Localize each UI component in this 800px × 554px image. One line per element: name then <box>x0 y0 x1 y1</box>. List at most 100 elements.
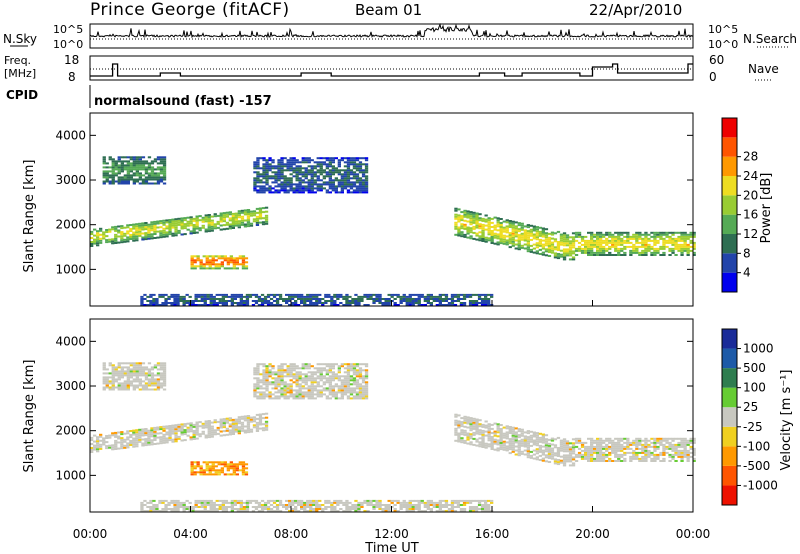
velocity-cell <box>647 439 651 442</box>
power-cell <box>357 295 361 298</box>
power-cell <box>454 215 458 218</box>
power-cell <box>523 235 527 238</box>
velocity-cell <box>689 455 693 458</box>
power-cell <box>650 247 654 250</box>
velocity-cell <box>271 381 275 384</box>
power-cell <box>164 302 168 304</box>
power-cell <box>315 293 319 296</box>
power-cell <box>156 156 161 159</box>
velocity-cell <box>399 504 403 506</box>
velocity-cell <box>182 506 186 508</box>
power-cell <box>677 235 681 238</box>
power-cell <box>638 245 642 248</box>
power-cell <box>553 238 558 241</box>
power-cell <box>481 238 485 240</box>
velocity-cell <box>237 428 241 431</box>
velocity-cell <box>514 441 518 444</box>
velocity-cell <box>352 397 357 400</box>
power-cell <box>641 249 645 252</box>
velocity-cell <box>237 418 241 421</box>
velocity-cell <box>562 440 567 443</box>
power-cell <box>665 241 669 244</box>
velocity-cell <box>411 499 415 502</box>
velocity-cell <box>441 499 445 502</box>
velocity-cell <box>360 506 364 508</box>
velocity-cell <box>203 504 207 506</box>
power-cell <box>511 224 515 227</box>
velocity-cell <box>635 455 639 458</box>
velocity-cell <box>674 453 678 456</box>
power-cell <box>327 293 331 296</box>
velocity-cell <box>132 445 136 448</box>
power-cell <box>198 215 202 218</box>
power-cell <box>174 226 178 229</box>
velocity-cell <box>253 385 257 388</box>
power-cell <box>306 304 310 306</box>
velocity-cell <box>150 378 155 381</box>
velocity-cell <box>254 506 259 508</box>
power-cell <box>168 223 172 225</box>
velocity-cell <box>617 455 621 458</box>
velocity-cell <box>251 499 256 502</box>
power-cell <box>632 243 636 246</box>
power-cell <box>481 234 485 236</box>
velocity-cell <box>277 397 281 400</box>
power-cell <box>312 302 316 304</box>
velocity-cell <box>258 419 263 422</box>
velocity-cell <box>617 460 621 462</box>
velocity-cell <box>123 388 127 391</box>
power-cell <box>321 302 325 304</box>
power-cell <box>228 225 232 228</box>
power-cell <box>334 171 338 174</box>
power-cell <box>469 227 473 230</box>
velocity-cell <box>162 380 167 383</box>
velocity-cell <box>252 416 257 419</box>
power-cell <box>526 244 530 247</box>
velocity-cell <box>132 374 136 377</box>
velocity-cell <box>146 501 150 504</box>
power-cell <box>277 183 281 186</box>
power-cell <box>111 174 115 177</box>
velocity-cell <box>334 391 338 394</box>
power-cell <box>366 304 370 306</box>
power-cell <box>252 214 257 217</box>
power-cell <box>242 295 247 298</box>
velocity-cell <box>689 447 693 450</box>
power-cell <box>345 304 349 306</box>
velocity-cell <box>186 428 190 431</box>
power-cell <box>490 295 494 298</box>
power-cell <box>300 298 304 300</box>
velocity-cell <box>135 435 139 438</box>
power-cell <box>111 178 115 181</box>
velocity-cell <box>256 381 260 384</box>
velocity-cell <box>171 428 175 431</box>
velocity-cell <box>117 374 121 377</box>
velocity-cell <box>129 440 133 442</box>
power-cell <box>135 170 139 173</box>
power-cell <box>272 295 277 298</box>
velocity-cell <box>620 439 624 442</box>
velocity-cell <box>150 435 154 438</box>
power-cell <box>571 238 576 241</box>
power-cell <box>286 185 290 188</box>
power-cell <box>508 240 512 243</box>
velocity-cell <box>346 369 351 372</box>
velocity-cell <box>677 449 681 452</box>
velocity-cell <box>562 460 567 463</box>
velocity-cell <box>399 508 403 510</box>
velocity-cell <box>162 370 167 373</box>
velocity-cell <box>141 362 146 365</box>
power-cell <box>435 295 439 298</box>
power-cell <box>355 175 360 178</box>
velocity-cell <box>126 374 130 377</box>
velocity-cell <box>313 377 317 380</box>
velocity-cell <box>265 371 269 374</box>
velocity-cell <box>623 460 627 462</box>
velocity-cell <box>358 389 363 392</box>
power-cell <box>280 187 284 190</box>
power-cell <box>571 236 576 239</box>
power-cell <box>474 300 479 302</box>
velocity-cell <box>153 380 158 383</box>
power-cell <box>602 235 606 238</box>
power-cell <box>328 181 332 184</box>
